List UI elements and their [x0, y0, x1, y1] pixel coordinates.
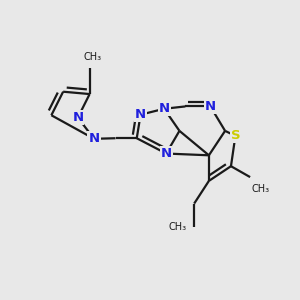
- Text: N: N: [72, 111, 83, 124]
- Text: CH₃: CH₃: [169, 222, 187, 232]
- Text: N: N: [205, 100, 216, 113]
- Text: CH₃: CH₃: [252, 184, 270, 194]
- Text: N: N: [135, 108, 146, 121]
- Text: S: S: [231, 129, 240, 142]
- Text: N: N: [88, 132, 100, 145]
- Text: N: N: [160, 147, 172, 160]
- Text: CH₃: CH₃: [83, 52, 102, 62]
- Text: N: N: [159, 102, 170, 115]
